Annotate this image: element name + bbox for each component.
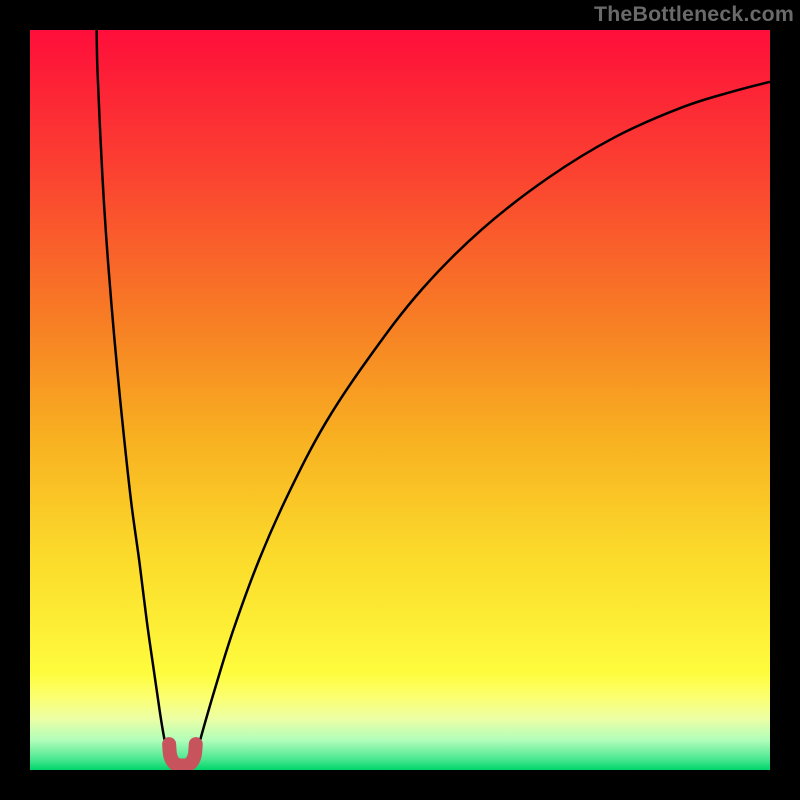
plot-area	[30, 30, 770, 770]
gradient-bg	[30, 30, 770, 770]
stage: TheBottleneck.com	[0, 0, 800, 800]
watermark-text: TheBottleneck.com	[594, 2, 794, 27]
chart-svg	[30, 30, 770, 770]
